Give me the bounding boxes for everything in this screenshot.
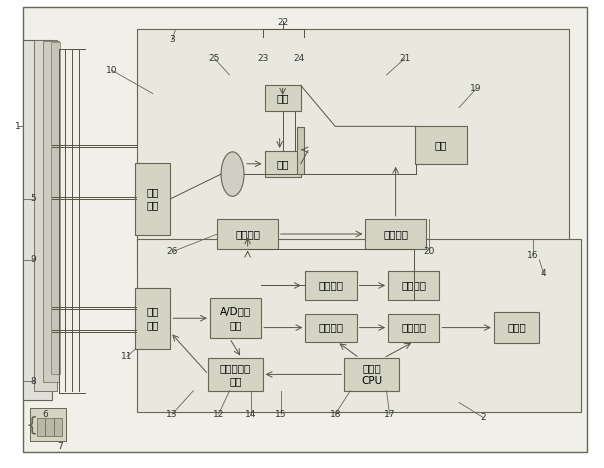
Text: 亮度分析: 亮度分析 <box>401 280 426 291</box>
FancyBboxPatch shape <box>22 7 587 452</box>
Text: 1: 1 <box>15 122 21 131</box>
Text: 电机: 电机 <box>277 159 289 169</box>
Text: 26: 26 <box>167 247 178 256</box>
FancyBboxPatch shape <box>265 85 301 111</box>
Text: 24: 24 <box>294 54 304 63</box>
Text: 色彩处理: 色彩处理 <box>318 322 344 333</box>
Text: 18: 18 <box>329 410 341 419</box>
Text: 14: 14 <box>245 410 256 419</box>
FancyBboxPatch shape <box>265 151 301 176</box>
FancyBboxPatch shape <box>306 271 356 300</box>
FancyBboxPatch shape <box>138 239 581 412</box>
FancyBboxPatch shape <box>135 288 170 349</box>
Text: 亮度处理: 亮度处理 <box>318 280 344 291</box>
FancyBboxPatch shape <box>208 358 263 391</box>
Text: 21: 21 <box>399 54 410 63</box>
FancyBboxPatch shape <box>30 408 66 441</box>
Text: 22: 22 <box>277 18 288 27</box>
FancyBboxPatch shape <box>37 418 45 436</box>
FancyBboxPatch shape <box>51 42 60 374</box>
Text: 13: 13 <box>166 410 178 419</box>
FancyBboxPatch shape <box>45 418 54 436</box>
FancyBboxPatch shape <box>217 219 278 249</box>
FancyBboxPatch shape <box>43 41 59 382</box>
Text: 3: 3 <box>169 35 175 44</box>
FancyBboxPatch shape <box>494 313 539 343</box>
Text: 6: 6 <box>42 410 48 419</box>
Text: 23: 23 <box>257 54 268 63</box>
Text: 11: 11 <box>121 352 133 361</box>
FancyBboxPatch shape <box>306 314 356 342</box>
Text: 驱动电路: 驱动电路 <box>383 229 408 239</box>
Text: 灯源: 灯源 <box>435 140 447 150</box>
Text: 电机: 电机 <box>277 93 289 103</box>
Text: 16: 16 <box>527 250 539 260</box>
Text: 9: 9 <box>30 255 36 264</box>
Text: 7: 7 <box>57 442 63 452</box>
FancyBboxPatch shape <box>210 299 262 338</box>
FancyBboxPatch shape <box>365 219 426 249</box>
Text: 20: 20 <box>423 247 434 256</box>
FancyBboxPatch shape <box>416 126 466 164</box>
Text: 2: 2 <box>480 413 486 422</box>
Text: 4: 4 <box>541 269 547 278</box>
Text: 8: 8 <box>30 377 36 386</box>
Text: 光源
接口: 光源 接口 <box>147 187 159 211</box>
Text: 视频合成: 视频合成 <box>401 322 426 333</box>
Text: 10: 10 <box>106 66 118 75</box>
FancyBboxPatch shape <box>54 418 62 436</box>
Ellipse shape <box>221 152 244 197</box>
Text: 19: 19 <box>470 84 482 94</box>
FancyBboxPatch shape <box>297 127 304 174</box>
Text: 处理器
CPU: 处理器 CPU <box>361 363 382 386</box>
FancyBboxPatch shape <box>34 40 57 391</box>
FancyBboxPatch shape <box>388 314 440 342</box>
Text: {: { <box>26 416 38 434</box>
Text: 17: 17 <box>384 410 396 419</box>
FancyBboxPatch shape <box>388 271 440 300</box>
FancyBboxPatch shape <box>138 29 569 265</box>
FancyBboxPatch shape <box>135 162 170 235</box>
Text: 25: 25 <box>209 54 220 63</box>
Text: 电气
接口: 电气 接口 <box>147 307 159 330</box>
Text: A/D转换
存储: A/D转换 存储 <box>220 307 251 330</box>
Text: 12: 12 <box>213 410 224 419</box>
FancyBboxPatch shape <box>344 358 399 391</box>
Text: 摄像机驱动
电路: 摄像机驱动 电路 <box>220 363 251 386</box>
Text: 显示器: 显示器 <box>507 322 526 333</box>
Text: 15: 15 <box>275 410 287 419</box>
Text: 5: 5 <box>30 194 36 204</box>
FancyBboxPatch shape <box>23 40 52 400</box>
Text: 控制电路: 控制电路 <box>235 229 260 239</box>
